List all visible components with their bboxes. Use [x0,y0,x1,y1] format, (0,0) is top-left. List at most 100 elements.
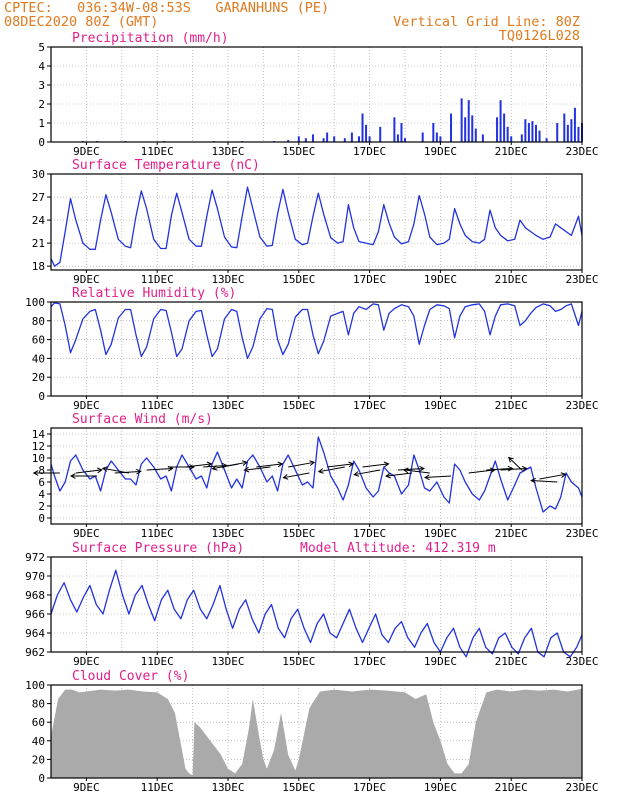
wind-arrow [424,475,452,479]
precip-bar [361,113,364,142]
precip-bar [467,100,470,142]
wind-arrow-head [419,465,425,472]
wind-arrow-head [383,461,390,468]
precip-bar [393,117,396,142]
humidity-xtick-label: 19DEC [424,399,457,412]
precipitation-xtick-label: 19DEC [424,145,457,158]
precip-bar [573,107,576,142]
temperature-panel: 18 21 24 27 30 9DEC 11DEC 13DEC 15DEC 17DEC 19DEC 2… [32,158,599,286]
cloud-xtick-label: 11DEC [141,781,174,794]
humidity-xtick-label: 17DEC [353,399,386,412]
temperature-xtick-label: 11DEC [141,273,174,286]
temperature-ytick-label: 21 [32,237,45,250]
wind-ytick-label: 2 [38,500,45,513]
precip-bar [570,119,573,142]
wind-arrow-head [348,461,355,468]
humidity-ytick-label: 80 [32,315,45,328]
humidity-ytick-label: 100 [25,296,45,309]
wind-series-line [50,436,583,513]
wind-arrow-head [282,474,289,480]
wind-arrow-head [69,473,76,479]
precip-bar [524,119,527,142]
precipitation-ytick-label: 5 [38,41,45,54]
wind-ytick-label: 0 [38,512,45,525]
pressure-xtick-label: 21DEC [495,655,528,668]
wind-arrow [486,467,513,471]
precipitation-xtick-label: 21DEC [495,145,528,158]
wind-arrow [102,467,129,474]
cloud-ytick-label: 80 [32,698,45,711]
precip-bar [304,138,307,142]
precip-bar [545,138,548,142]
pressure-ytick-label: 962 [25,646,45,659]
wind-title: Surface Wind (m/s) [72,412,213,427]
temperature-xtick-label: 17DEC [353,273,386,286]
wind-arrow-head [402,467,409,474]
wind-arrow [146,467,173,471]
temperature-xtick-label: 15DEC [282,273,315,286]
precip-bar [506,126,509,142]
wind-arrow [500,467,527,471]
wind-arrow-head [385,472,391,479]
wind-arrow-head [243,466,250,473]
precip-bar [357,136,360,142]
precipitation-frame [50,46,583,143]
wind-arrow-head [530,477,536,484]
pressure-series-line [50,569,583,658]
wind-ytick-label: 4 [38,488,45,501]
wind-arrow-head [423,474,430,481]
model-altitude-label: Model Altitude: 412.319 m [300,541,496,556]
wind-ytick-label: 8 [38,464,45,477]
precipitation-ytick-label: 1 [38,117,45,130]
precip-bar [527,123,530,142]
humidity-ytick-label: 60 [32,334,45,347]
precip-bar [474,128,477,142]
precip-bar [396,134,399,142]
wind-arrow [256,463,283,468]
pressure-xtick-label: 9DEC [73,655,100,668]
wind-xtick-label: 17DEC [353,527,386,540]
wind-arrow-head [309,460,316,466]
pressure-xtick-label: 15DEC [282,655,315,668]
precip-bar [400,123,403,142]
precip-bar [322,138,325,142]
wind-arrow [212,463,239,470]
cloud-xtick-label: 15DEC [282,781,315,794]
precip-bar [368,136,371,142]
wind-xtick-label: 23DEC [565,527,598,540]
pressure-xtick-label: 13DEC [211,655,244,668]
precip-bar [311,134,314,142]
pressure-ytick-label: 966 [25,608,45,621]
humidity-xtick-label: 15DEC [282,399,315,412]
wind-arrow [362,463,389,468]
precip-bar [481,134,484,142]
wind-arrow-head [508,456,514,463]
precipitation-ytick-label: 0 [38,136,45,149]
pressure-xtick-label: 17DEC [353,655,386,668]
pressure-ytick-label: 970 [25,570,45,583]
humidity-ytick-label: 40 [32,352,45,365]
precip-bar [379,126,382,142]
precip-bar [343,138,346,142]
precip-bar [534,124,537,142]
wind-arrow-head [353,471,360,477]
temperature-ytick-label: 18 [32,260,45,273]
precip-bar [499,100,502,142]
wind-arrow [403,469,430,474]
wind-arrow [75,469,102,474]
precip-bar [421,132,424,142]
cloud-ytick-label: 20 [32,753,45,766]
precip-bar [563,113,566,142]
precipitation-xtick-label: 11DEC [141,145,174,158]
wind-arrow [318,466,345,473]
precip-bar [365,124,368,142]
temperature-xtick-label: 9DEC [73,273,100,286]
cloud-xtick-label: 13DEC [211,781,244,794]
precip-bar [297,136,300,142]
precip-bar [531,121,534,142]
wind-arrow [288,461,315,468]
wind-arrow [397,467,424,471]
precip-bar [503,113,506,142]
